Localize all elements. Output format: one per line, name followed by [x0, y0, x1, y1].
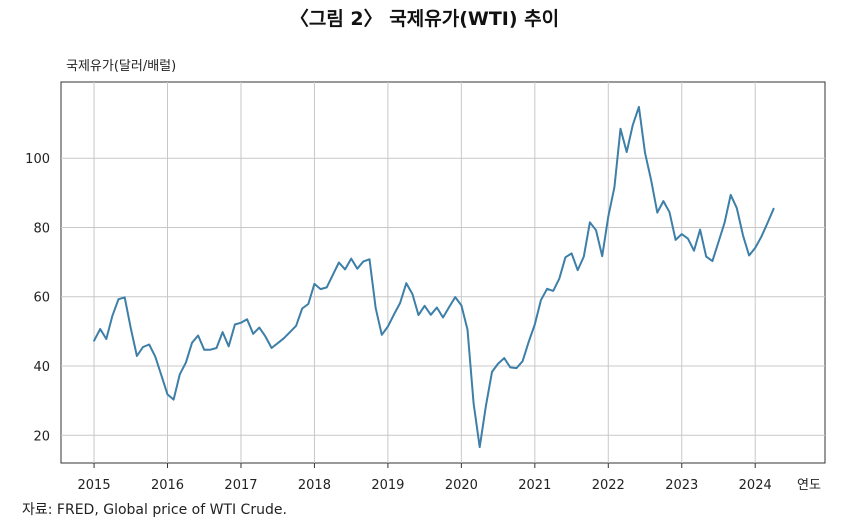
x-tick-label: 2017 — [224, 478, 257, 493]
y-tick-label: 60 — [33, 291, 50, 306]
axis-ticks: 20 40 60 80 100 2015 2016 2017 2018 2019 2020 2021 2… — [25, 152, 772, 493]
x-tick-label: 2016 — [151, 478, 184, 493]
source-note: 자료: FRED, Global price of WTI Crude. — [22, 502, 287, 518]
y-tick-label: 100 — [25, 152, 50, 167]
y-axis-title: 국제유가(달러/배럴) — [66, 59, 176, 74]
plot-area — [60, 81, 826, 464]
x-axis-title: 연도 — [797, 478, 821, 493]
series-line-wti — [93, 105, 775, 449]
x-tick-label: 2018 — [298, 478, 331, 493]
x-tick-label: 2022 — [592, 478, 625, 493]
x-tick-label: 2023 — [665, 478, 698, 493]
x-tick-label: 2020 — [445, 478, 478, 493]
grid-lines — [61, 82, 825, 463]
x-tick-label: 2024 — [739, 478, 772, 493]
x-tick-label: 2015 — [78, 478, 111, 493]
chart-title: 〈그림 2〉 국제유가(WTI) 추이 — [289, 8, 560, 30]
y-tick-label: 40 — [33, 360, 50, 375]
x-tick-label: 2021 — [518, 478, 551, 493]
series-layer — [93, 105, 775, 449]
y-tick-label: 20 — [33, 429, 50, 444]
y-tick-label: 80 — [33, 221, 50, 236]
x-tick-label: 2019 — [371, 478, 404, 493]
